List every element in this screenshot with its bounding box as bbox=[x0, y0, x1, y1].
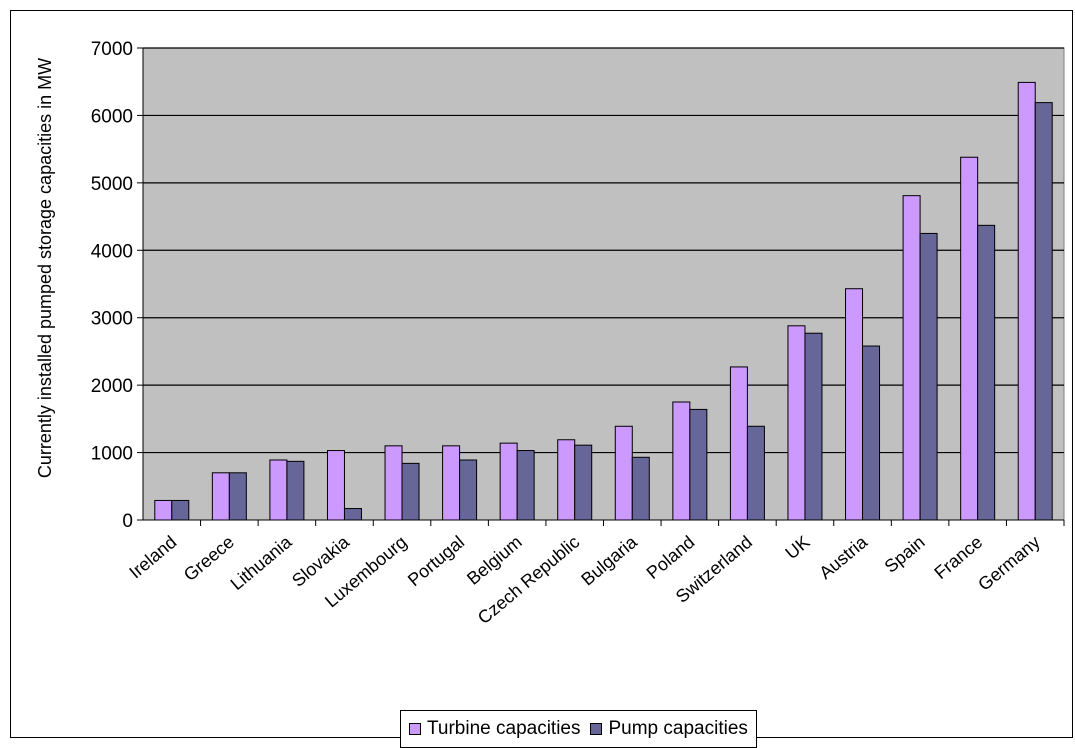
bar-turbine bbox=[442, 445, 461, 521]
bar-pump bbox=[804, 332, 823, 521]
y-axis-title: Currently installed pumped storage capac… bbox=[35, 58, 55, 478]
y-tick-label: 7000 bbox=[91, 39, 133, 60]
bar-turbine bbox=[557, 439, 576, 521]
legend-item-turbine: Turbine capacities bbox=[409, 718, 580, 740]
bar-pump bbox=[977, 224, 996, 521]
y-tick-label: 4000 bbox=[91, 241, 133, 262]
bar-turbine bbox=[787, 325, 806, 521]
bar-turbine bbox=[1017, 81, 1036, 521]
chart-frame: 0 1000 2000 3000 4000 5000 6000 7000 Ireland Gre… bbox=[10, 10, 1073, 748]
x-tick-label: Austria bbox=[815, 531, 872, 583]
bar-pump bbox=[171, 499, 190, 521]
x-tick-label: Portugal bbox=[404, 532, 468, 590]
x-tick-label: Bulgaria bbox=[577, 531, 641, 589]
y-tick-label: 1000 bbox=[91, 444, 133, 465]
bar-turbine bbox=[384, 445, 403, 521]
x-tick-label: UK bbox=[782, 532, 814, 563]
legend-swatch-pump bbox=[590, 723, 603, 735]
y-tick-label: 0 bbox=[122, 511, 133, 532]
x-tick-labels: Ireland GreeceLithuaniaSlovakiaLuxembourg… bbox=[125, 531, 1043, 628]
bar-turbine bbox=[499, 442, 518, 521]
y-tick-label: 6000 bbox=[91, 106, 133, 127]
bars bbox=[154, 81, 1053, 521]
bar-turbine bbox=[326, 450, 345, 521]
legend-label-turbine: Turbine capacities bbox=[427, 718, 581, 739]
y-tick-label: 2000 bbox=[91, 376, 133, 397]
bar-pump bbox=[574, 444, 593, 521]
bar-pump bbox=[746, 425, 765, 521]
bar-turbine bbox=[614, 425, 633, 521]
bar-pump bbox=[228, 472, 247, 521]
bar-pump bbox=[1034, 102, 1053, 521]
legend-swatch-turbine bbox=[409, 723, 421, 735]
bar-pump bbox=[919, 232, 938, 521]
bar-pump bbox=[516, 450, 535, 521]
bar-pump bbox=[401, 462, 420, 521]
axes bbox=[137, 47, 1065, 526]
x-tick-label: Lithuania bbox=[227, 531, 297, 594]
bar-turbine bbox=[211, 472, 230, 521]
bar-turbine bbox=[902, 195, 921, 521]
y-tick-label: 3000 bbox=[91, 309, 133, 330]
bar-pump bbox=[689, 408, 708, 521]
bar-pump bbox=[343, 508, 362, 521]
bar-turbine bbox=[845, 288, 864, 521]
bar-turbine bbox=[960, 156, 979, 521]
legend-label-pump: Pump capacities bbox=[608, 718, 748, 739]
y-tick-label: 5000 bbox=[91, 174, 133, 195]
bar-pump bbox=[631, 456, 650, 521]
legend: Turbine capacities Pump capacities bbox=[400, 710, 757, 748]
bar-pump bbox=[286, 460, 305, 521]
y-tick-labels: 0 1000 2000 3000 4000 5000 6000 7000 bbox=[91, 39, 133, 532]
bar-turbine bbox=[672, 401, 691, 521]
x-tick-label: Spain bbox=[881, 532, 929, 577]
x-tick-label: Czech Republic bbox=[474, 532, 583, 628]
bar-chart: 0 1000 2000 3000 4000 5000 6000 7000 Ireland Gre… bbox=[35, 39, 1065, 628]
x-tick-label: Germany bbox=[974, 532, 1044, 595]
bar-turbine bbox=[269, 459, 288, 521]
bar-pump bbox=[862, 345, 881, 521]
x-tick-label: Ireland bbox=[125, 532, 180, 583]
bar-turbine bbox=[729, 366, 748, 521]
bar-pump bbox=[459, 459, 478, 521]
bar-turbine bbox=[154, 499, 173, 521]
legend-item-pump: Pump capacities bbox=[590, 718, 748, 740]
